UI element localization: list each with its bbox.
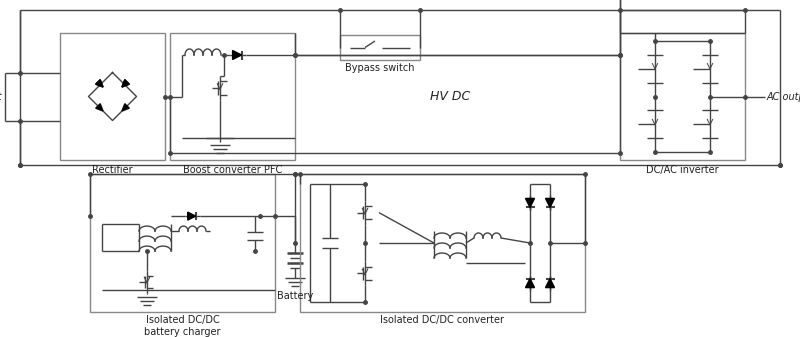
Text: Rectifier: Rectifier <box>92 165 133 175</box>
Text: Battery: Battery <box>277 291 313 301</box>
Bar <box>300 174 585 312</box>
Polygon shape <box>122 104 130 111</box>
Bar <box>60 33 165 160</box>
Polygon shape <box>526 198 534 207</box>
Polygon shape <box>96 104 103 111</box>
Polygon shape <box>233 51 242 60</box>
Polygon shape <box>122 80 130 87</box>
Text: AC output: AC output <box>767 92 800 101</box>
Polygon shape <box>188 212 196 220</box>
Polygon shape <box>96 80 103 87</box>
Text: Isolated DC/DC
battery charger: Isolated DC/DC battery charger <box>144 315 221 337</box>
Polygon shape <box>546 198 554 207</box>
Text: Boost converter PFC: Boost converter PFC <box>183 165 282 175</box>
Polygon shape <box>122 80 130 87</box>
Bar <box>90 174 275 312</box>
Bar <box>170 33 295 160</box>
Text: Bypass switch: Bypass switch <box>346 63 414 73</box>
Polygon shape <box>546 279 554 287</box>
Polygon shape <box>526 279 534 287</box>
Text: DC/AC inverter: DC/AC inverter <box>646 165 719 175</box>
Text: HV DC: HV DC <box>430 90 470 103</box>
Bar <box>620 33 745 160</box>
Polygon shape <box>96 80 103 87</box>
Text: Isolated DC/DC converter: Isolated DC/DC converter <box>381 315 505 325</box>
Bar <box>340 35 420 60</box>
Text: AC input: AC input <box>0 92 2 101</box>
